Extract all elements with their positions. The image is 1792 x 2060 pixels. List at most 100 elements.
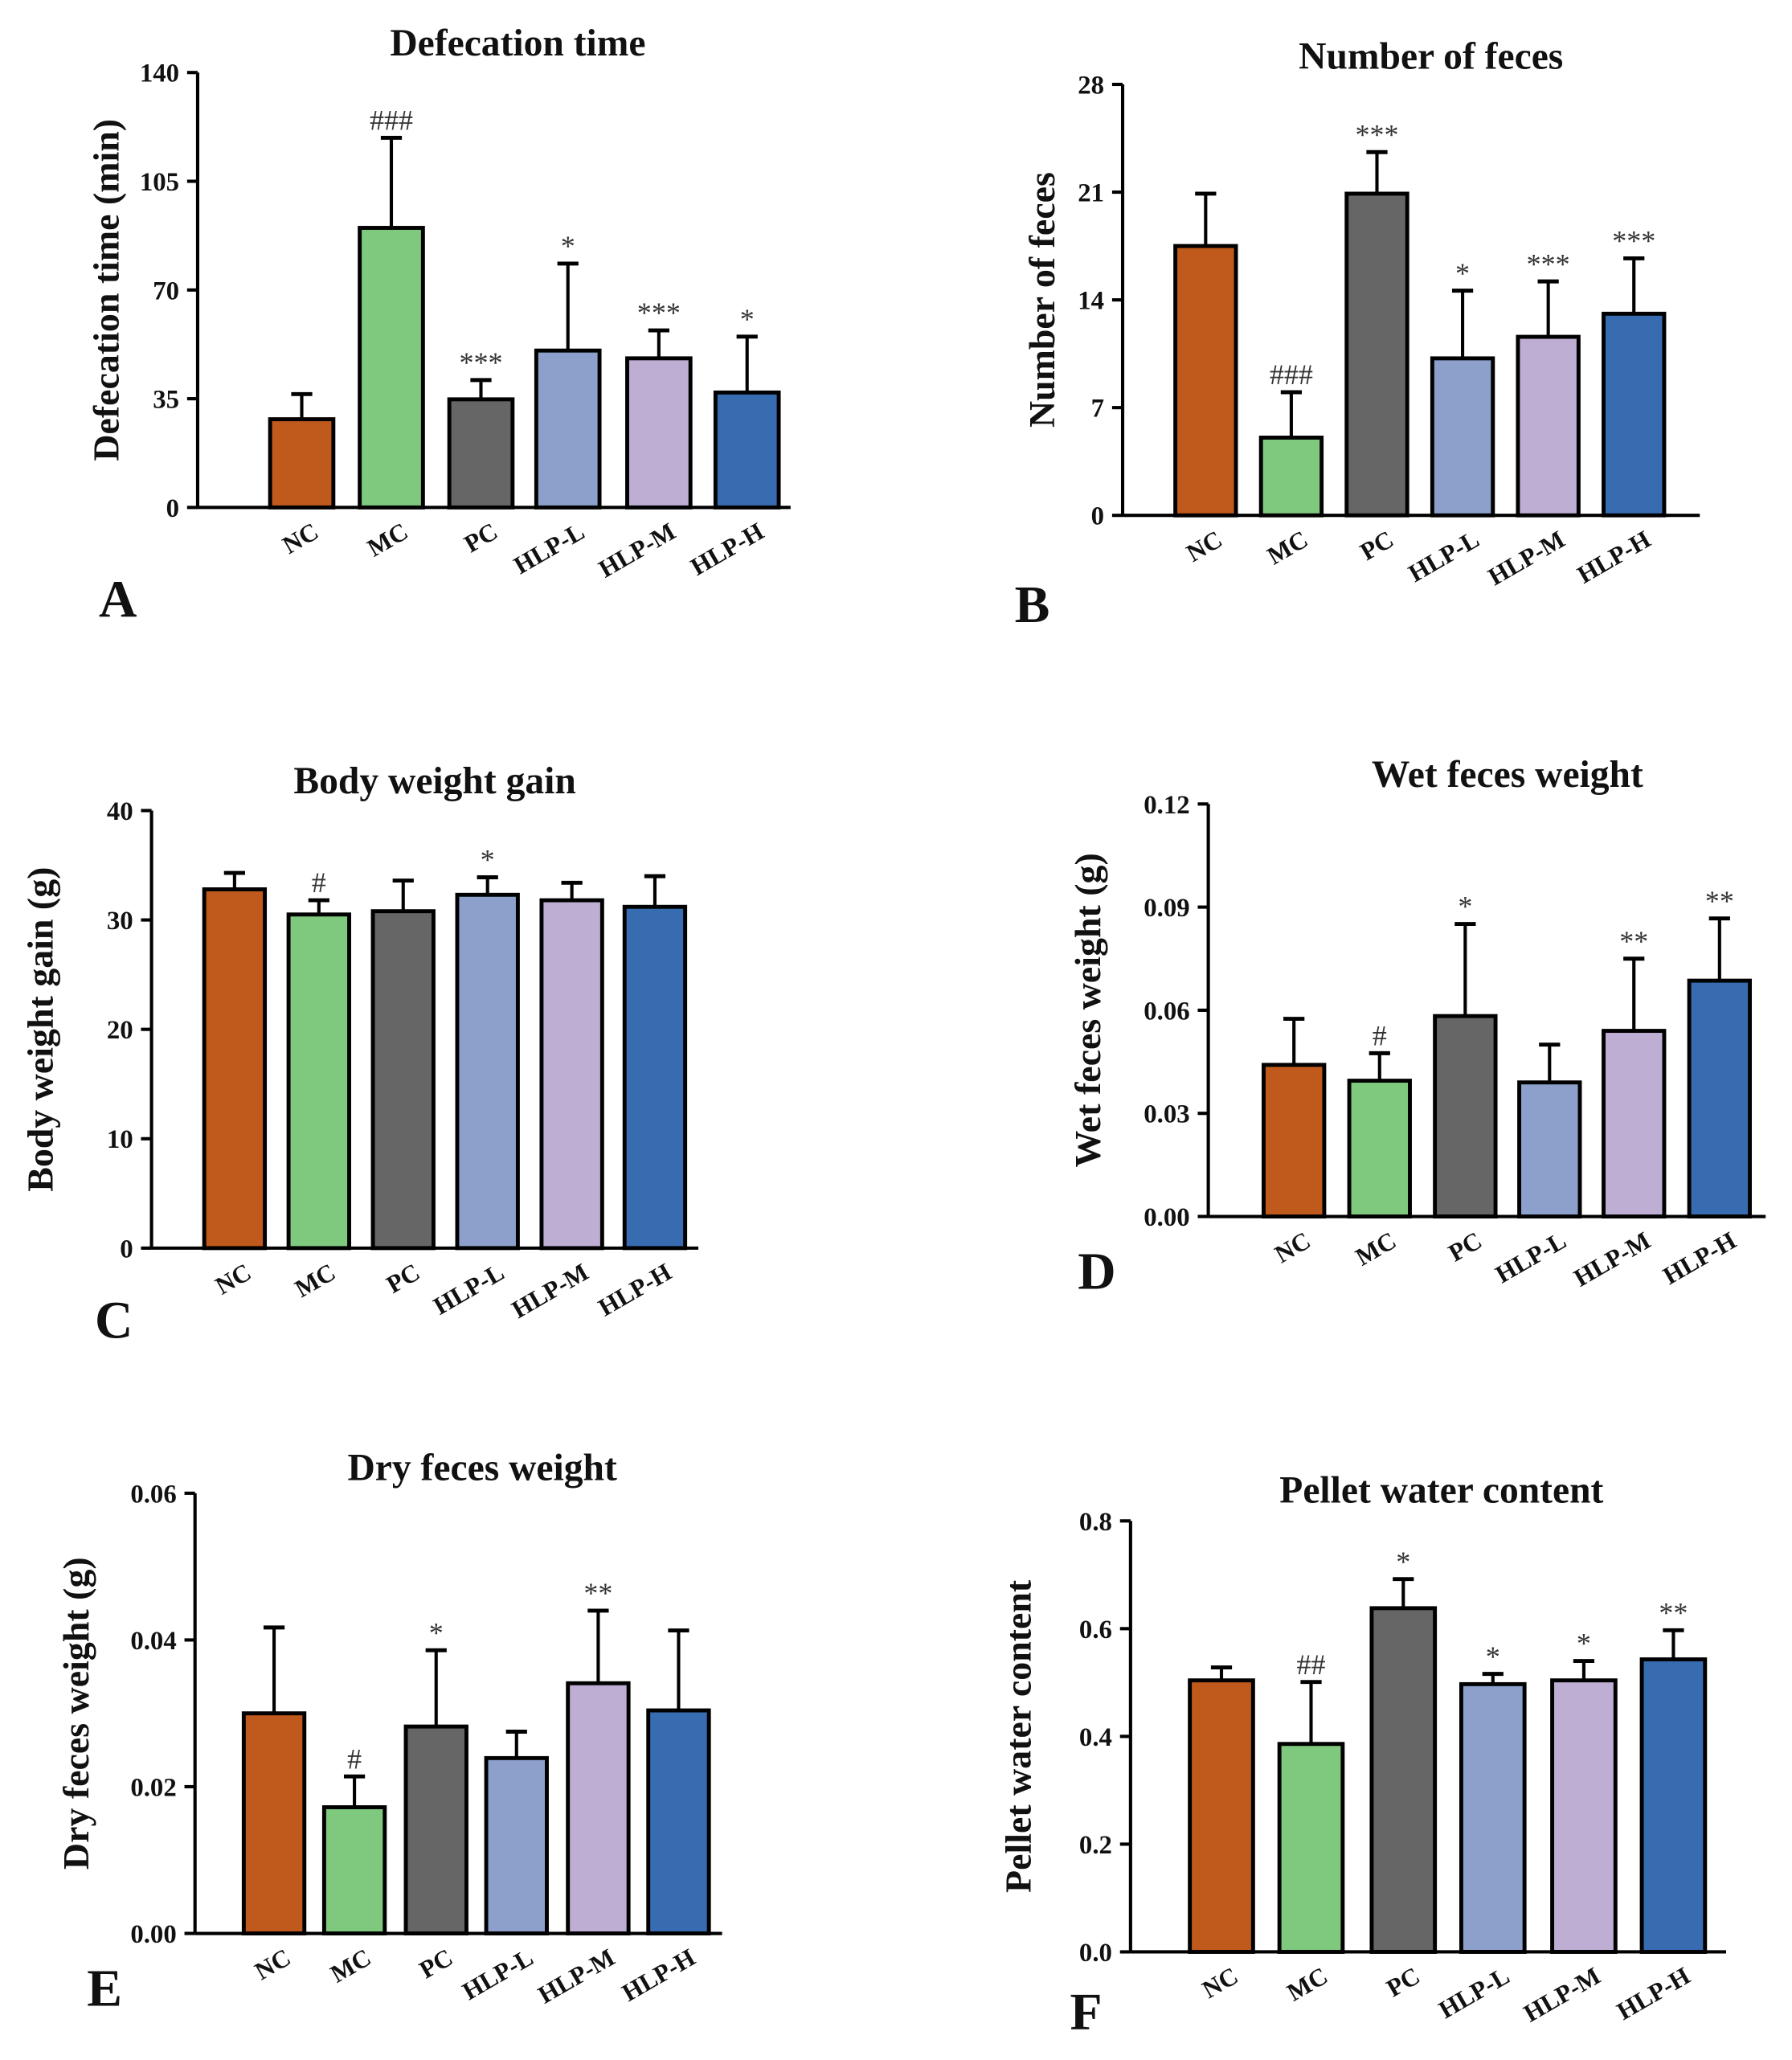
y-axis-label: Number of feces: [1021, 172, 1062, 428]
x-tick-label: PC: [382, 1258, 424, 1299]
y-axis-label: Defecation time (min): [86, 119, 127, 461]
x-tick-label: HLP-H: [593, 1258, 676, 1322]
x-tick-label: NC: [1181, 525, 1226, 567]
bar-nc: [202, 887, 268, 1251]
bar-pc: [403, 1724, 468, 1935]
x-tick-label: HLP-L: [1434, 1961, 1514, 2024]
y-tick-label: 105: [140, 168, 179, 197]
panel-label: C: [95, 1292, 133, 1349]
significance-label: *: [1458, 891, 1472, 923]
significance-label: **: [1705, 885, 1734, 917]
y-tick-label: 0.00: [1144, 1203, 1189, 1232]
y-tick-label: 0.4: [1079, 1723, 1112, 1752]
significance-label: ***: [1355, 118, 1398, 150]
x-tick-label: HLP-H: [685, 517, 768, 581]
bar-mc: [358, 226, 425, 510]
x-tick-label: MC: [325, 1943, 375, 1988]
y-tick-label: 10: [107, 1125, 133, 1154]
y-tick-label: 35: [153, 386, 179, 415]
bar-mc: [1277, 1742, 1345, 1954]
x-tick-label: MC: [1262, 525, 1312, 570]
bar-nc: [1262, 1063, 1327, 1218]
bar-hlp-m: [625, 356, 693, 510]
bar-hlp-h: [713, 390, 781, 510]
y-tick-label: 14: [1078, 287, 1104, 316]
significance-label: *: [1455, 257, 1470, 289]
bar-hlp-l: [484, 1755, 549, 1935]
bar-hlp-m: [1602, 1029, 1667, 1218]
bar-hlp-l: [1517, 1080, 1582, 1218]
x-tick-label: HLP-M: [534, 1943, 620, 2009]
y-tick-label: 30: [107, 907, 133, 936]
bar-pc: [370, 909, 436, 1251]
x-tick-label: HLP-L: [509, 517, 589, 580]
significance-label: *: [1396, 1546, 1410, 1578]
significance-label: ***: [459, 346, 502, 379]
x-tick-label: PC: [459, 517, 501, 558]
significance-label: ***: [1527, 248, 1570, 280]
y-tick-label: 20: [107, 1016, 133, 1045]
y-axis-label: Wet feces weight (g): [1067, 853, 1108, 1167]
y-tick-label: 40: [107, 797, 133, 826]
x-tick-label: HLP-L: [428, 1258, 509, 1321]
significance-label: *: [561, 230, 575, 262]
panel-label: B: [1015, 576, 1050, 634]
bar-pc: [1369, 1606, 1438, 1954]
significance-label: **: [1619, 925, 1648, 957]
panel-label: D: [1078, 1243, 1115, 1301]
y-axis-label: Body weight gain (g): [20, 867, 61, 1192]
x-tick-label: NC: [250, 1943, 295, 1985]
x-tick-label: PC: [1381, 1961, 1424, 2002]
bar-hlp-m: [539, 898, 604, 1251]
chart-title: Body weight gain: [293, 760, 575, 802]
bar-hlp-l: [1430, 356, 1495, 518]
bar-hlp-m: [566, 1681, 631, 1935]
chart-title: Pellet water content: [1279, 1469, 1603, 1511]
x-tick-label: HLP-H: [1612, 1961, 1695, 2025]
x-tick-label: NC: [1197, 1961, 1242, 2004]
x-tick-label: NC: [277, 517, 322, 559]
significance-label: ###: [370, 104, 413, 137]
y-tick-label: 28: [1078, 71, 1104, 100]
y-tick-label: 0.03: [1144, 1100, 1189, 1129]
x-tick-label: HLP-L: [457, 1943, 538, 2005]
y-axis-label: Dry feces weight (g): [55, 1557, 96, 1870]
significance-label: ***: [1612, 225, 1655, 257]
bar-hlp-l: [534, 348, 602, 510]
bar-pc: [1344, 191, 1409, 518]
y-tick-label: 0.04: [130, 1627, 176, 1656]
x-tick-label: PC: [1443, 1226, 1486, 1267]
y-tick-label: 0.12: [1144, 791, 1189, 820]
bar-mc: [1347, 1079, 1412, 1218]
y-tick-label: 0.00: [130, 1920, 176, 1949]
panel-label: A: [99, 571, 137, 629]
significance-label: **: [583, 1577, 612, 1609]
y-tick-label: 0: [166, 494, 179, 523]
x-tick-label: PC: [1355, 525, 1397, 566]
x-tick-label: HLP-M: [507, 1258, 593, 1324]
x-tick-label: MC: [1351, 1226, 1401, 1271]
x-tick-label: MC: [362, 517, 412, 562]
y-tick-label: 21: [1078, 179, 1104, 208]
x-tick-label: HLP-H: [1573, 525, 1655, 589]
bar-hlp-m: [1516, 334, 1581, 518]
bar-hlp-h: [1687, 978, 1752, 1218]
x-tick-label: MC: [290, 1258, 340, 1303]
bar-hlp-h: [622, 904, 688, 1251]
bar-nc: [1188, 1678, 1255, 1954]
bar-mc: [286, 912, 351, 1251]
y-tick-label: 0.09: [1144, 894, 1189, 923]
x-tick-label: HLP-M: [1519, 1961, 1605, 2027]
y-tick-label: 70: [153, 276, 179, 305]
significance-label: *: [429, 1616, 444, 1648]
panel-label: E: [87, 1960, 122, 2018]
y-tick-label: 0: [1091, 502, 1104, 531]
chart-panel-f: Pellet water content F Pellet water conten…: [997, 1469, 1727, 2042]
y-tick-label: 140: [140, 59, 179, 88]
y-tick-label: 7: [1091, 395, 1104, 424]
x-tick-label: PC: [415, 1943, 457, 1984]
x-tick-label: HLP-H: [617, 1943, 700, 2007]
bar-mc: [1258, 436, 1324, 518]
bar-hlp-h: [1639, 1657, 1708, 1954]
